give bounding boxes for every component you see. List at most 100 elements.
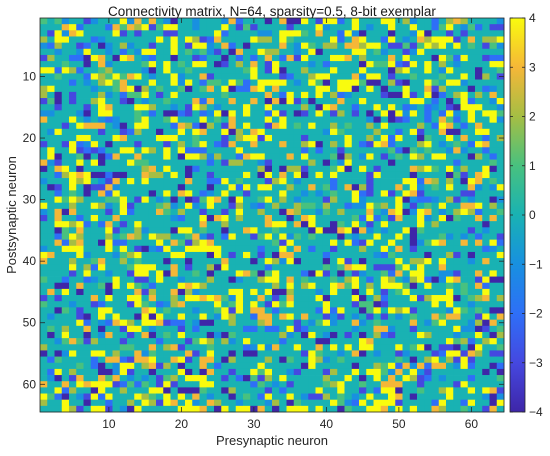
heatmap-cell [373,18,382,25]
heatmap-cell [489,159,498,167]
heatmap-cell [293,344,302,351]
heatmap-cell [127,295,135,302]
heatmap-cell [257,362,266,370]
x-tick-label: 20 [175,417,189,431]
heatmap-cell [482,91,490,99]
heatmap-cell [293,79,302,87]
heatmap-cell [264,122,273,130]
heatmap-cell [359,356,367,364]
heatmap-cell [272,184,280,191]
heatmap-cell [351,313,360,321]
heatmap-cell [76,141,84,148]
heatmap-cell [315,190,324,197]
heatmap-cell [308,258,316,265]
heatmap-cell [272,288,280,296]
heatmap-cell [489,165,498,173]
heatmap-cell [264,276,273,284]
heatmap-cell [61,153,70,160]
heatmap-cell [409,73,418,80]
heatmap-cell [496,85,505,93]
heatmap-cell [119,141,128,148]
heatmap-cell [351,233,360,240]
heatmap-cell [380,54,389,62]
heatmap-cell [453,239,461,247]
heatmap-cell [112,276,121,284]
heatmap-cell [192,239,200,247]
heatmap-cell [446,233,454,240]
heatmap-cell [301,264,309,271]
heatmap-cell [489,264,498,271]
heatmap-cell [264,134,273,142]
heatmap-cell [388,356,396,364]
heatmap-cell [344,276,353,284]
heatmap-cell [446,301,454,308]
heatmap-cell [257,288,266,296]
heatmap-cell [366,350,374,357]
heatmap-cell [134,338,142,345]
heatmap-cell [156,319,164,327]
heatmap-cell [243,381,251,388]
heatmap-cell [112,147,121,154]
heatmap-cell [192,215,200,222]
heatmap-cell [431,276,440,284]
heatmap-cell [264,110,273,117]
heatmap-cell [170,165,179,173]
heatmap-cell [446,331,454,339]
heatmap-cell [170,196,179,204]
heatmap-cell [221,91,229,99]
heatmap-cell [221,184,229,191]
heatmap-cell [170,313,179,321]
heatmap-cell [475,30,483,37]
heatmap-cell [373,159,382,167]
heatmap-cell [395,67,403,74]
heatmap-cell [308,356,316,364]
heatmap-cell [61,270,70,277]
heatmap-cell [69,79,77,87]
heatmap-cell [489,338,498,345]
heatmap-cell [467,116,476,124]
heatmap-cell [221,79,229,87]
heatmap-cell [366,215,374,222]
heatmap-cell [446,325,454,333]
heatmap-cell [221,208,229,216]
heatmap-cell [83,288,92,296]
heatmap-cell [359,36,367,43]
heatmap-cell [446,227,454,234]
heatmap-cell [76,338,84,345]
heatmap-cell [467,350,476,357]
heatmap-cell [243,79,251,87]
heatmap-cell [315,362,324,370]
heatmap-cell [243,61,251,68]
heatmap-cell [279,190,287,197]
heatmap-cell [467,104,476,111]
heatmap-cell [293,301,302,308]
heatmap-cell [192,116,200,124]
heatmap-cell [388,264,396,271]
heatmap-cell [431,122,440,130]
heatmap-cell [460,282,469,290]
heatmap-cell [286,282,295,290]
heatmap-cell [373,178,382,185]
heatmap-cell [446,368,454,376]
heatmap-cell [496,362,505,370]
heatmap-cell [409,282,418,290]
heatmap-cell [221,288,229,296]
heatmap-cell [366,202,374,210]
heatmap-cell [90,104,99,111]
heatmap-cell [134,116,142,124]
heatmap-cell [475,215,483,222]
heatmap-cell [315,54,324,62]
heatmap-cell [177,325,186,333]
heatmap-cell [330,282,338,290]
heatmap-cell [460,307,469,314]
heatmap-cell [344,196,353,204]
heatmap-cell [344,338,353,345]
heatmap-cell [185,190,193,197]
heatmap-cell [315,338,324,345]
heatmap-cell [221,245,229,253]
heatmap-cell [351,282,360,290]
heatmap-cell [156,98,164,105]
heatmap-cell [235,313,244,321]
heatmap-cell [76,48,84,56]
heatmap-cell [206,356,215,364]
